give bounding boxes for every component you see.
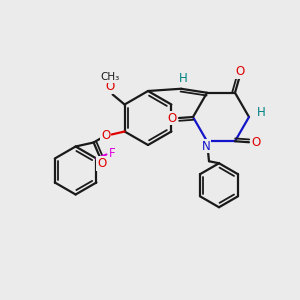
Text: N: N (202, 140, 210, 153)
Text: H: H (178, 72, 188, 85)
Text: H: H (256, 106, 266, 119)
Text: O: O (251, 136, 261, 149)
Text: CH₃: CH₃ (100, 73, 119, 82)
Text: O: O (101, 129, 110, 142)
Text: O: O (236, 65, 244, 78)
Text: O: O (105, 80, 114, 93)
Text: O: O (97, 157, 106, 170)
Text: O: O (167, 112, 177, 124)
Text: F: F (109, 147, 116, 160)
